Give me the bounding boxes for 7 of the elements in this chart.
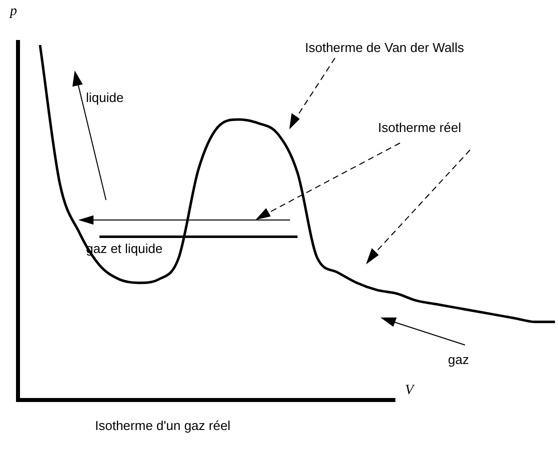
x-axis-title: V: [405, 383, 414, 399]
annotation: Isotherme réel: [378, 120, 462, 135]
y-axis-title: p: [10, 4, 17, 20]
annotation: gaz: [448, 352, 469, 367]
annotation: liquide: [86, 90, 124, 105]
text: Isotherme d'un gaz réel: [95, 418, 230, 433]
annotation: Isotherme de Van der Walls: [305, 40, 464, 55]
